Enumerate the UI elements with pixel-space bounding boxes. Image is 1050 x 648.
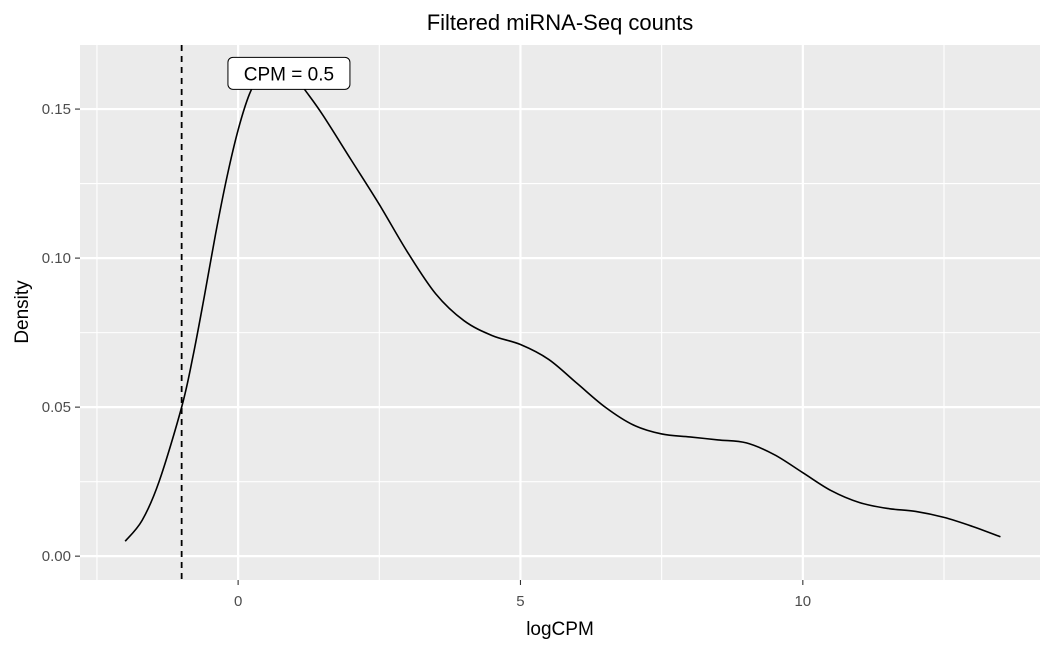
x-tick-label: 10: [794, 593, 811, 610]
series-layer: [124, 63, 1001, 542]
y-axis-title: Density: [12, 280, 33, 344]
y-tick-label: 0.05: [42, 399, 71, 416]
annotation-layer: CPM = 0.5: [227, 56, 351, 90]
y-tick-label: 0.10: [42, 250, 71, 267]
y-tick-label: 0.00: [42, 548, 71, 565]
x-axis-title: logCPM: [526, 619, 594, 640]
plot-panel: [80, 45, 1040, 580]
ticks-layer: 0 5 10 0.00 0.05 0.10 0.15: [42, 101, 811, 610]
density-curve: [124, 63, 1001, 542]
minor-gridlines: [80, 45, 1040, 580]
annotation-label: CPM = 0.5: [244, 64, 334, 85]
major-gridlines: [80, 45, 1040, 580]
annotation-box: [227, 56, 351, 90]
x-tick-label: 0: [234, 593, 242, 610]
x-tick-label: 5: [516, 593, 524, 610]
y-tick-label: 0.15: [42, 101, 71, 118]
chart-title: Filtered miRNA-Seq counts: [427, 10, 694, 35]
